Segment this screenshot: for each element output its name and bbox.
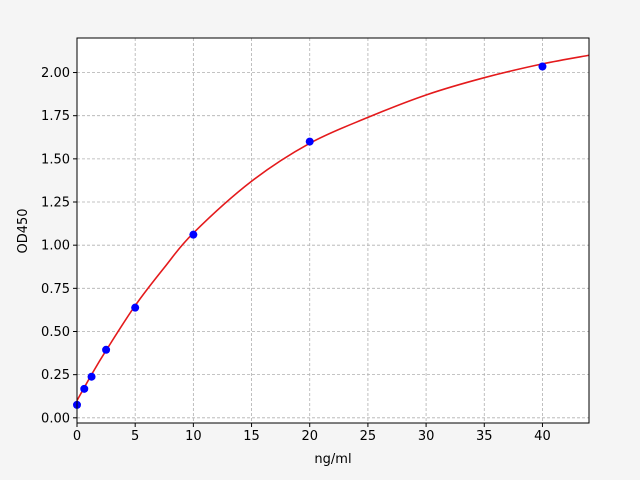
y-tick-label: 0.75	[41, 282, 70, 297]
y-axis-label: OD450	[16, 208, 31, 253]
x-tick-label: 30	[418, 429, 435, 444]
x-tick-label: 35	[476, 429, 493, 444]
y-tick-label: 0.50	[41, 325, 70, 340]
y-tick-label: 1.25	[41, 196, 70, 211]
plot-area	[77, 38, 589, 423]
x-tick-label: 0	[73, 429, 81, 444]
x-axis-label: ng/ml	[314, 452, 351, 467]
y-tick-label: 0.25	[41, 368, 70, 383]
ticks: 0 5 10 15 20 25 30 35 40 0.00 0.25 0.50 0.75 1.00 1.25…	[41, 66, 551, 444]
y-tick-label: 1.00	[41, 239, 70, 254]
y-tick-label: 0.00	[41, 411, 70, 426]
data-point	[80, 384, 89, 393]
y-tick-label: 1.75	[41, 109, 70, 124]
x-tick-label: 5	[131, 429, 139, 444]
data-point	[131, 303, 140, 312]
data-point	[102, 345, 111, 354]
y-tick-label: 1.50	[41, 152, 70, 167]
data-point	[87, 372, 96, 381]
data-point	[305, 137, 314, 146]
x-tick-label: 20	[301, 429, 318, 444]
data-point	[189, 230, 198, 239]
data-point	[538, 62, 547, 71]
grid	[76, 38, 589, 423]
y-tick-label: 2.00	[41, 66, 70, 81]
x-tick-label: 25	[360, 429, 377, 444]
data-points	[73, 62, 547, 409]
x-tick-label: 10	[185, 429, 202, 444]
x-tick-label: 40	[534, 429, 551, 444]
x-tick-label: 15	[243, 429, 260, 444]
plot-frame	[76, 37, 590, 424]
